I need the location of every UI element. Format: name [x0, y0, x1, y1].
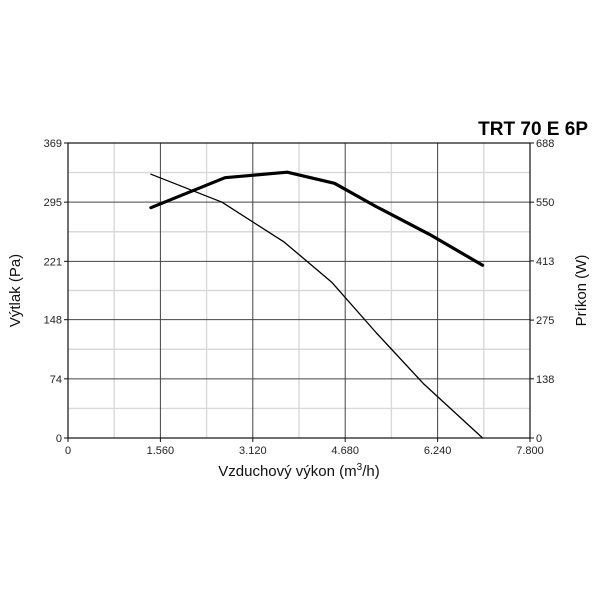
power-curve-line	[149, 170, 485, 267]
y-right-tick-label: 688	[536, 138, 554, 150]
chart-title: TRT 70 E 6P	[478, 119, 588, 140]
y-right-tick-label: 413	[536, 256, 554, 268]
x-tick-label: 6.240	[424, 445, 452, 457]
x-tick-label: 1.560	[147, 445, 175, 457]
y-right-tick-label: 0	[536, 433, 542, 445]
pressure-curve-line	[150, 173, 484, 439]
x-tick-label: 7.800	[516, 445, 544, 457]
plot-frame	[67, 142, 531, 439]
y-axis-left-label: Výtlak (Pa)	[7, 254, 24, 327]
x-axis-label-main: Vzduchový výkon (m	[218, 463, 356, 480]
y-axis-right-label: Príkon (W)	[573, 255, 590, 327]
y-left-tick-label: 369	[44, 138, 62, 150]
x-tick-label: 0	[65, 445, 71, 457]
major-grid	[68, 143, 530, 438]
x-tick-label: 4.680	[331, 445, 359, 457]
x-axis-label-superscript: 3	[357, 462, 363, 473]
y-left-tick-label: 74	[50, 374, 62, 386]
x-tick-label: 3.120	[239, 445, 267, 457]
y-left-tick-label: 0	[56, 433, 62, 445]
x-axis-label: Vzduchový výkon (m3/h)	[218, 462, 379, 480]
y-right-tick-label: 138	[536, 374, 554, 386]
y-right-tick-label: 550	[536, 197, 554, 209]
y-left-tick-label: 148	[44, 315, 62, 327]
y-right-tick-label: 275	[536, 315, 554, 327]
series-layer	[149, 170, 485, 439]
y-left-tick-label: 295	[44, 197, 62, 209]
x-axis-label-unit: /h)	[362, 463, 380, 480]
tick-layer: 0 1.560 3.120 4.680 6.240 7.80007414822129536…	[44, 138, 555, 457]
minor-grid	[68, 143, 530, 438]
y-left-tick-label: 221	[44, 256, 62, 268]
